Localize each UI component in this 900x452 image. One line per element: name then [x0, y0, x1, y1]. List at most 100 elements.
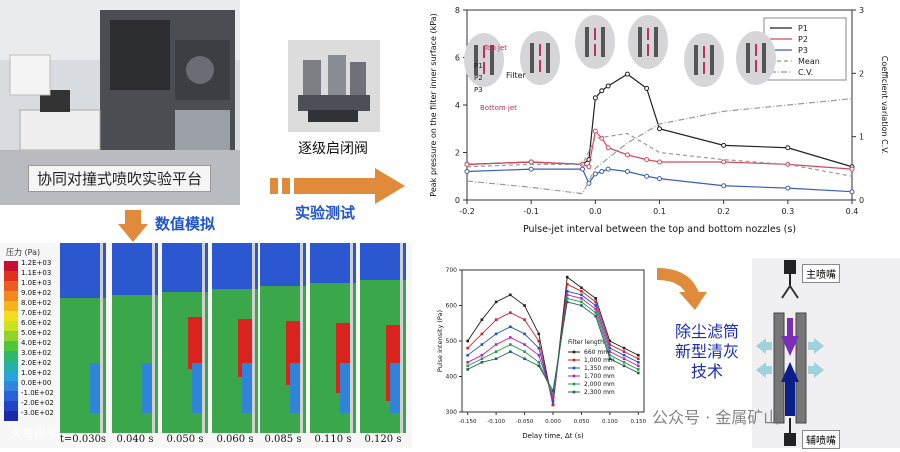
data-point [537, 332, 541, 336]
colorbar-tick-label: 7.0E+02 [21, 309, 52, 317]
legend-marker [572, 374, 576, 378]
data-point [523, 357, 526, 361]
schematic-wall [530, 43, 534, 73]
data-point [622, 353, 626, 357]
data-point [657, 126, 662, 132]
data-point [637, 368, 640, 371]
high-pressure-zone [138, 315, 154, 361]
data-point [644, 85, 650, 91]
data-point [637, 371, 640, 375]
x-tick-label: -0.2 [459, 207, 475, 216]
filter-wall [300, 243, 303, 433]
x-tick-label: 0.0 [589, 207, 602, 216]
data-point [605, 145, 611, 151]
y-tick-label: 2 [455, 149, 460, 158]
data-point [565, 282, 569, 286]
colorbar-swatch [4, 381, 18, 391]
low-pressure-zone [162, 243, 208, 292]
x-tick-label: -0.1 [523, 207, 539, 216]
y2-tick-label: 2 [859, 69, 864, 78]
data-point [622, 361, 626, 364]
pressure-colorbar [4, 261, 18, 421]
series-line-cv [466, 98, 853, 195]
data-point [580, 293, 583, 297]
data-point [509, 336, 512, 339]
data-point [592, 95, 598, 101]
colorbar-swatch [4, 261, 18, 271]
data-point [580, 166, 585, 172]
schematic-wall [546, 43, 550, 73]
data-point [608, 357, 612, 361]
colorbar-swatch [4, 401, 18, 411]
pressure-point-label: P2 [474, 74, 483, 82]
colorbar-swatch [4, 411, 18, 421]
data-point [849, 189, 855, 195]
pressure-point-label: P3 [474, 86, 483, 94]
y-tick-label: 500 [446, 338, 458, 345]
schematic-bubble [628, 15, 668, 69]
low-pressure-zone [212, 243, 258, 289]
colorbar-tick-label: 6.0E+02 [21, 319, 52, 327]
data-point [480, 361, 484, 364]
contour-title: 压力 (Pa) [6, 248, 41, 257]
y-tick-label: 400 [446, 374, 458, 381]
data-point [622, 350, 626, 353]
data-point [480, 353, 484, 357]
contour-time-label: 0.050 s [166, 434, 204, 445]
bottom-nozzle-label: 辅喷嘴 [802, 430, 840, 449]
data-point [608, 350, 612, 353]
low-pressure-core [242, 363, 252, 413]
data-point [509, 350, 512, 353]
contour-time-label: 0.110 s [314, 434, 352, 445]
low-pressure-core [142, 363, 152, 413]
colorbar-swatch [4, 341, 18, 351]
data-point [599, 169, 605, 174]
data-point [605, 166, 611, 172]
filter-wall [350, 243, 353, 433]
data-point [594, 297, 597, 300]
x-tick-label: 0.100 [602, 419, 618, 425]
legend-marker [572, 382, 576, 386]
y-tick-label: 8 [455, 6, 460, 15]
data-point [537, 339, 541, 343]
data-point [494, 357, 498, 361]
data-point [622, 357, 626, 361]
colorbar-swatch [4, 301, 18, 311]
data-point [644, 173, 650, 179]
x-tick-label: 0.050 [574, 419, 590, 425]
colorbar-tick-label: 1.1E+03 [21, 269, 52, 277]
y-tick-label: 300 [446, 409, 458, 416]
colorbar-swatch [4, 271, 18, 281]
data-point [594, 300, 597, 304]
colorbar-tick-label: -2.0E+02 [21, 399, 54, 407]
data-point [464, 169, 470, 174]
data-point [509, 325, 512, 329]
filter-wall [202, 243, 205, 433]
x-tick-label: 0.000 [545, 419, 561, 425]
data-point [523, 350, 526, 353]
data-point [592, 128, 598, 134]
legend-label: Mean [798, 57, 820, 66]
peak-pressure-chart: -0.2 -0.1 0.0 0.1 0.2 0.3 0.4024680123Pulse-je… [429, 6, 889, 235]
colorbar-tick-label: 1.0E+03 [21, 279, 52, 287]
contour-frame [310, 243, 356, 433]
data-point [551, 392, 555, 396]
nozzle-caption-line-1: 除尘滤筒 [674, 322, 739, 341]
data-point [592, 171, 598, 177]
y2-tick-label: 3 [859, 6, 864, 15]
schematic-wall [710, 45, 714, 75]
data-point [480, 318, 484, 321]
schematic-bubble [736, 31, 776, 85]
x-tick-label: 0.4 [846, 207, 859, 216]
data-point [599, 88, 605, 94]
schematic-bubble [464, 33, 504, 87]
data-point [580, 304, 583, 307]
data-point [565, 300, 569, 304]
legend-label: P2 [798, 35, 808, 44]
contour-time-label: t=0.030s [59, 434, 107, 445]
data-point [624, 71, 630, 77]
data-point [466, 361, 469, 364]
y-tick-label: 4 [455, 101, 460, 110]
data-point [624, 152, 630, 158]
data-point [466, 368, 469, 371]
